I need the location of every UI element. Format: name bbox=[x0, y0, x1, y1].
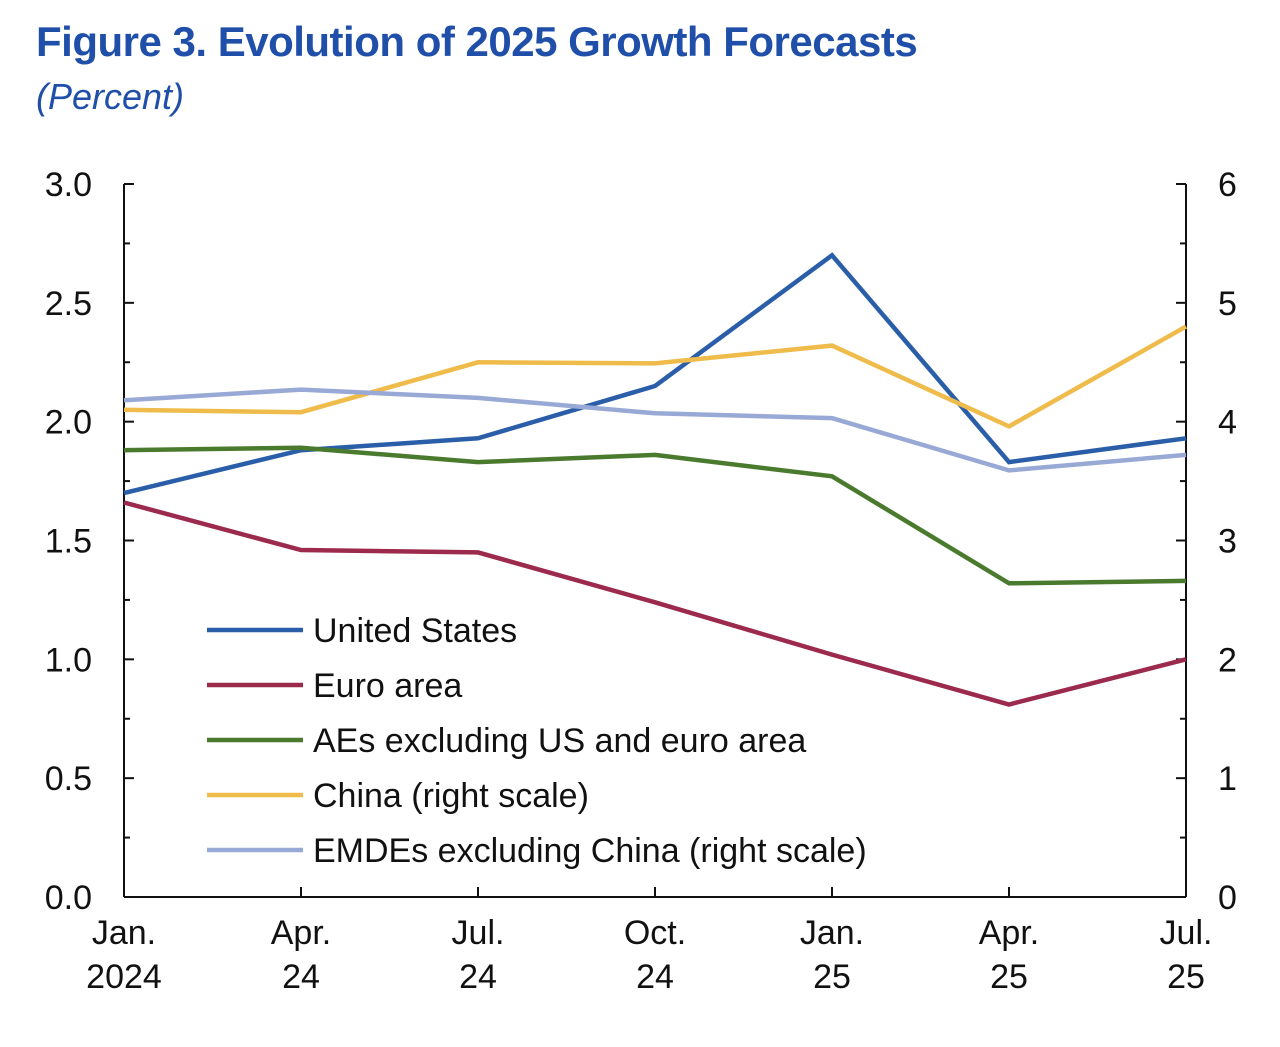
right-axis-tick-label: 6 bbox=[1218, 166, 1237, 204]
legend-label: EMDEs excluding China (right scale) bbox=[313, 832, 867, 870]
left-axis-tick-label: 2.5 bbox=[45, 285, 92, 323]
axes: 0.0 0.5 1.0 1.5 2.0 2.5 3.0 0 1 2 3 4 5 6 Jan. 2024 Apr.… bbox=[45, 166, 1237, 996]
left-axis-tick-label: 0.0 bbox=[45, 879, 92, 917]
series-line bbox=[123, 500, 1187, 707]
series-line bbox=[123, 252, 1187, 496]
x-axis-tick-label: 24 bbox=[459, 958, 497, 996]
x-axis-tick-label: Jan. bbox=[92, 914, 156, 952]
legend-label: Euro area bbox=[313, 667, 462, 705]
x-axis-tick-label: 25 bbox=[990, 958, 1028, 996]
legend: United States Euro area AEs excluding US a… bbox=[207, 612, 867, 870]
x-axis-tick-label: 24 bbox=[282, 958, 320, 996]
series-line bbox=[123, 324, 1188, 429]
x-axis-tick-label: 25 bbox=[813, 958, 851, 996]
series-line bbox=[123, 387, 1187, 473]
series-line bbox=[123, 445, 1187, 586]
x-axis-tick-label: Jul. bbox=[452, 914, 505, 952]
right-axis-tick-label: 1 bbox=[1218, 760, 1237, 798]
left-axis-tick-label: 2.0 bbox=[45, 404, 92, 442]
x-axis-tick-label: 2024 bbox=[86, 958, 162, 996]
left-axis-tick-label: 1.5 bbox=[45, 523, 92, 561]
left-axis-tick-label: 0.5 bbox=[45, 760, 92, 798]
x-axis-tick-label: 25 bbox=[1167, 958, 1205, 996]
chart-title: Figure 3. Evolution of 2025 Growth Forec… bbox=[36, 18, 918, 65]
legend-label: China (right scale) bbox=[313, 777, 589, 815]
x-axis-tick-label: 24 bbox=[636, 958, 674, 996]
x-axis-tick-label: Jul. bbox=[1160, 914, 1213, 952]
right-axis-tick-label: 4 bbox=[1218, 404, 1237, 442]
right-axis-tick-label: 3 bbox=[1218, 523, 1237, 561]
left-axis-tick-label: 1.0 bbox=[45, 641, 92, 679]
x-axis-tick-label: Apr. bbox=[271, 914, 331, 952]
series-layer bbox=[123, 252, 1188, 707]
legend-label: United States bbox=[313, 612, 517, 650]
right-axis-tick-label: 0 bbox=[1218, 879, 1237, 917]
legend-label: AEs excluding US and euro area bbox=[313, 722, 806, 760]
x-axis-tick-label: Oct. bbox=[624, 914, 686, 952]
right-axis-tick-label: 5 bbox=[1218, 285, 1237, 323]
x-axis-tick-label: Jan. bbox=[800, 914, 864, 952]
left-axis-tick-label: 3.0 bbox=[45, 166, 92, 204]
chart-subtitle: (Percent) bbox=[36, 76, 185, 117]
x-axis-tick-label: Apr. bbox=[979, 914, 1039, 952]
right-axis-tick-label: 2 bbox=[1218, 641, 1237, 679]
